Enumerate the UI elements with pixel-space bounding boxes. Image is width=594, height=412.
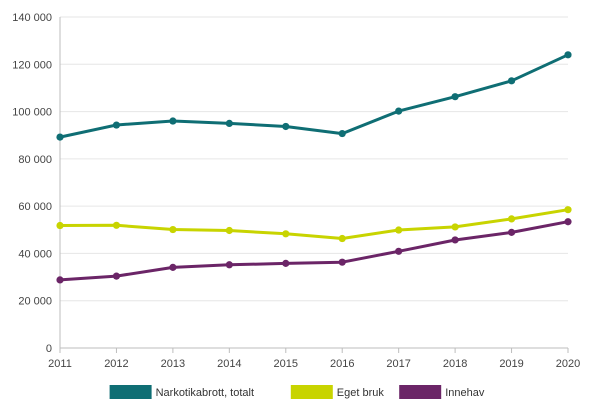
x-tick-label: 2014 xyxy=(217,358,241,370)
data-point[interactable] xyxy=(338,129,346,138)
data-point[interactable] xyxy=(112,272,121,280)
legend-swatch xyxy=(399,385,442,399)
x-tick-label: 2011 xyxy=(48,358,72,370)
series-layer xyxy=(56,51,572,284)
data-point[interactable] xyxy=(169,225,177,234)
y-tick-label: 20 000 xyxy=(18,296,52,308)
data-point[interactable] xyxy=(395,226,403,234)
legend-label: Eget bruk xyxy=(337,387,385,399)
data-point[interactable] xyxy=(338,258,346,266)
data-point[interactable] xyxy=(564,218,572,226)
data-point[interactable] xyxy=(225,261,233,269)
x-tick-label: 2017 xyxy=(386,358,410,370)
x-tick-label: 2015 xyxy=(274,358,298,370)
x-tick-label: 2019 xyxy=(499,358,523,370)
y-tick-label: 80 000 xyxy=(18,154,52,166)
data-point[interactable] xyxy=(112,221,121,229)
data-point[interactable] xyxy=(56,276,64,284)
data-point[interactable] xyxy=(395,107,403,115)
data-point[interactable] xyxy=(225,119,233,127)
x-tick-label: 2020 xyxy=(556,358,580,370)
grid-layer xyxy=(60,16,568,349)
data-point[interactable] xyxy=(451,223,459,231)
series-line xyxy=(58,53,570,139)
data-point[interactable] xyxy=(112,121,121,129)
series-line xyxy=(58,208,570,240)
data-point[interactable] xyxy=(451,93,459,101)
data-point[interactable] xyxy=(56,133,64,141)
x-tick-label: 2018 xyxy=(443,358,467,370)
legend-item[interactable]: Narkotikabrott, totalt xyxy=(109,385,254,399)
series-1 xyxy=(56,51,572,141)
data-point[interactable] xyxy=(282,259,290,267)
x-tick-label: 2013 xyxy=(161,358,185,370)
y-tick-label: 100 000 xyxy=(12,107,52,119)
legend-swatch xyxy=(109,385,152,399)
legend-swatch xyxy=(290,385,333,399)
data-point[interactable] xyxy=(225,226,233,235)
data-point[interactable] xyxy=(282,122,290,131)
data-point[interactable] xyxy=(282,230,290,238)
legend-item[interactable]: Innehav xyxy=(399,385,485,399)
data-point[interactable] xyxy=(451,236,459,244)
data-point[interactable] xyxy=(56,221,64,230)
legend-item[interactable]: Eget bruk xyxy=(290,385,385,399)
y-tick-label: 140 000 xyxy=(12,12,52,24)
series-line xyxy=(58,220,570,282)
y-tick-label: 120 000 xyxy=(12,59,52,71)
y-tick-label: 0 xyxy=(46,343,52,355)
data-point[interactable] xyxy=(395,247,403,255)
x-tick-label: 2012 xyxy=(104,358,128,370)
data-point[interactable] xyxy=(169,263,177,271)
legend-label: Innehav xyxy=(445,387,485,399)
series-3 xyxy=(56,218,572,284)
legend-label: Narkotikabrott, totalt xyxy=(156,387,254,399)
y-tick-label: 40 000 xyxy=(18,248,52,260)
y-tick-label: 60 000 xyxy=(18,201,52,213)
data-point[interactable] xyxy=(507,228,516,236)
data-point[interactable] xyxy=(338,234,346,243)
data-point[interactable] xyxy=(564,51,572,59)
series-2 xyxy=(56,206,572,243)
x-tick-label: 2016 xyxy=(330,358,354,370)
data-point[interactable] xyxy=(564,206,572,214)
legend[interactable]: Narkotikabrott, totalt Eget bruk Innehav xyxy=(109,385,485,399)
axis-layer: 0 20 000 40 000 60 000 80 000 100 000 120 000 1… xyxy=(12,12,580,370)
data-point[interactable] xyxy=(169,117,177,125)
data-point[interactable] xyxy=(507,77,516,85)
data-point[interactable] xyxy=(507,215,516,223)
